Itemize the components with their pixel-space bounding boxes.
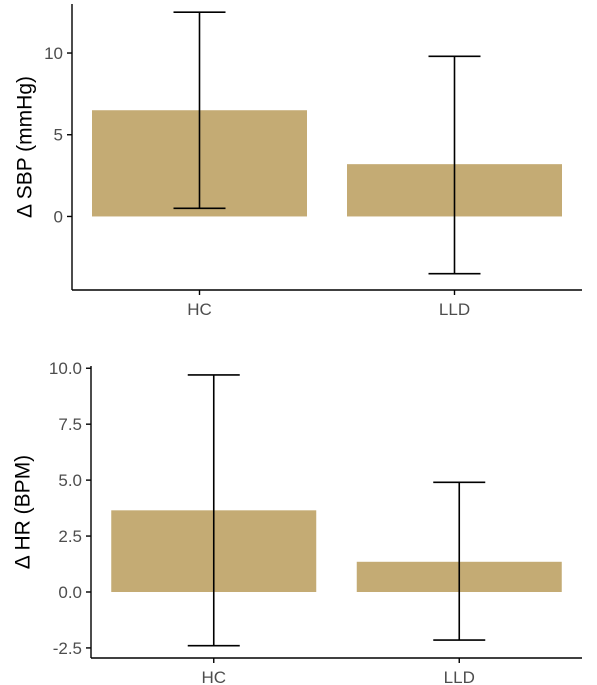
hr-bars <box>111 510 562 592</box>
sbp-y-axis-title: Δ SBP (mmHg) <box>13 76 36 218</box>
hr-errorbar-hc <box>187 374 240 647</box>
hr-errorbar-lld <box>433 481 486 641</box>
hr-error-bars <box>187 374 486 647</box>
hr-ytick-label: 0.0 <box>58 583 82 602</box>
hr-ytick-label: 2.5 <box>58 527 82 546</box>
hr-ytick-label: 7.5 <box>58 415 82 434</box>
sbp-error-bars <box>173 11 481 275</box>
hr-y-ticks: -2.5 0.0 2.5 5.0 7.5 10.0 <box>49 359 91 658</box>
sbp-errorbar-lld <box>428 55 481 275</box>
sbp-chart-panel: 0 5 10 HC LLD Δ SBP (mmHg) <box>13 4 582 319</box>
hr-ytick-label: 10.0 <box>49 359 82 378</box>
sbp-ytick-label: 10 <box>44 44 63 63</box>
hr-chart-panel: -2.5 0.0 2.5 5.0 7.5 10.0 HC LLD Δ HR (BPM) <box>11 359 582 685</box>
hr-ytick-label: -2.5 <box>53 639 82 658</box>
hr-ytick-label: 5.0 <box>58 471 82 490</box>
sbp-y-ticks: 0 5 10 <box>44 44 72 226</box>
sbp-xtick-label: LLD <box>439 300 470 319</box>
sbp-xtick-label: HC <box>187 300 212 319</box>
sbp-x-ticks: HC LLD <box>187 290 470 319</box>
hr-xtick-label: LLD <box>444 668 475 685</box>
sbp-ytick-label: 0 <box>54 207 63 226</box>
hr-x-ticks: HC LLD <box>201 658 475 685</box>
hr-y-axis-title: Δ HR (BPM) <box>11 455 34 569</box>
sbp-errorbar-hc <box>173 11 226 210</box>
hr-xtick-label: HC <box>201 668 226 685</box>
sbp-bars <box>92 110 562 217</box>
sbp-ytick-label: 5 <box>54 126 63 145</box>
